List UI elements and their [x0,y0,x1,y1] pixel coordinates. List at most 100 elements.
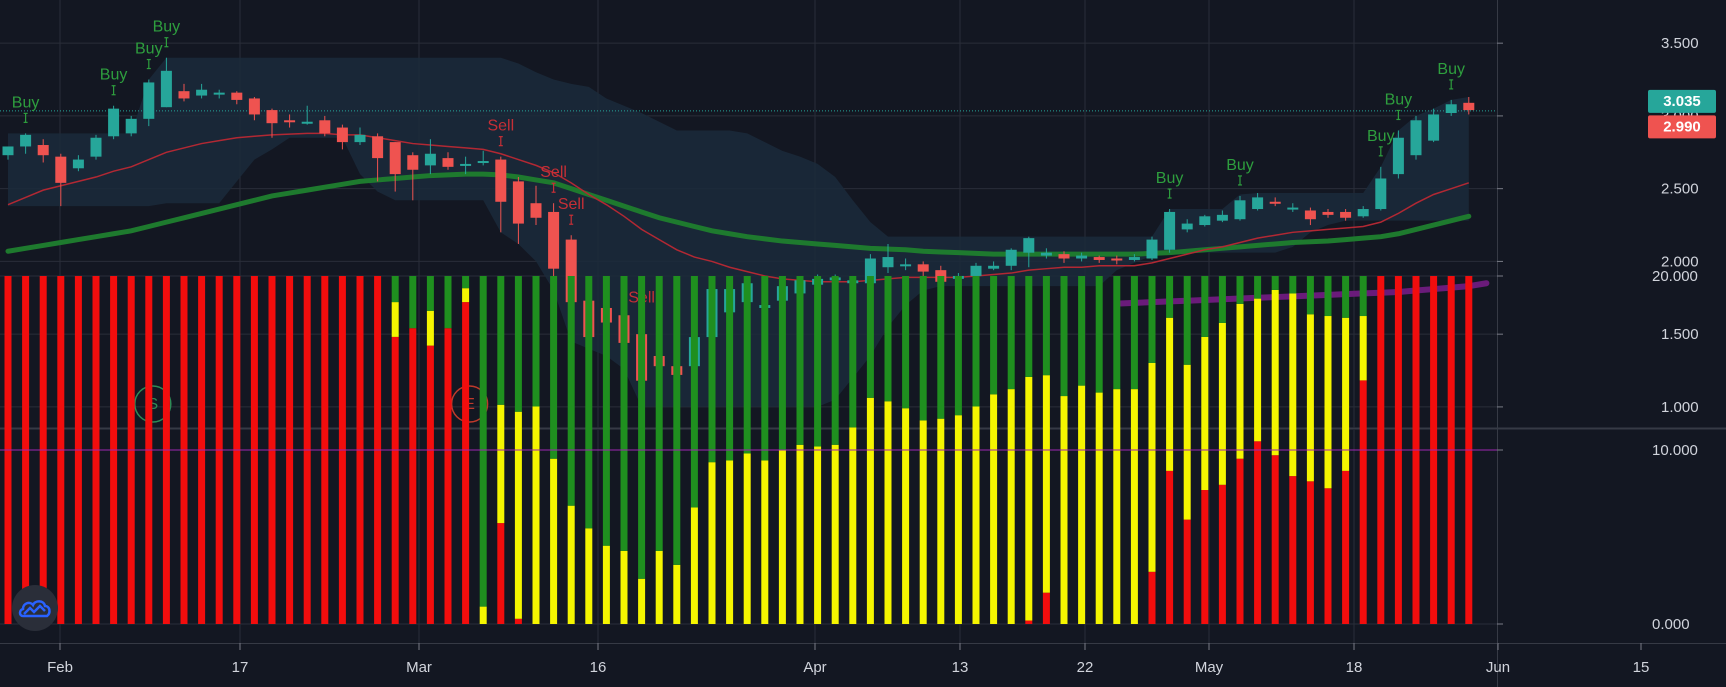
candle [1164,211,1176,250]
candle [1269,201,1281,204]
y-tick-label: 0.000 [1652,616,1690,633]
hist-bar-yellow [990,394,998,624]
candle [548,211,560,269]
hist-bar-red [1254,441,1262,624]
hist-bar-green [902,276,910,409]
hist-bar-yellow [884,401,892,624]
hist-bar-green [1289,276,1297,294]
candle [1199,216,1211,226]
signals: BuyBuyBuyBuySellSellSellSellBuyBuyBuyBuy… [12,19,1465,318]
tradingview-logo[interactable] [12,585,58,631]
hist-bar-green [532,276,540,407]
x-tick-label: Mar [406,659,432,676]
candle [178,91,190,99]
candle [125,118,137,134]
signal-label: Sell [487,118,514,135]
marker-label: S [147,396,158,413]
hist-bar-yellow [638,578,646,624]
hist-bar-yellow [1359,316,1367,381]
candle [565,239,577,303]
candle [970,265,982,276]
hist-bar-green [1201,276,1209,337]
candle [354,134,366,143]
hist-bar-yellow [1183,364,1191,520]
hist-bar-green [1095,276,1103,393]
hist-bar-yellow [1324,316,1332,489]
hist-bar-green [1306,276,1314,315]
hist-bar-green [409,276,417,329]
price-tag: 3.035 [1648,89,1716,113]
price-tag: 2.990 [1648,115,1716,139]
hist-bar-red [1218,484,1226,624]
candle [1111,258,1123,261]
candle [917,264,929,272]
x-tick-label: Apr [803,659,826,676]
signal-label: Buy [135,41,163,58]
candle [407,155,419,170]
hist-bar-yellow [391,302,399,337]
hist-bar-green [1042,276,1050,376]
y-tick-label: 2.000 [1661,253,1699,270]
hist-bar-red [497,523,505,624]
hist-bar-yellow [1236,303,1244,459]
hist-bar-red [1201,490,1209,624]
hist-bar-green [937,276,945,419]
hist-bar-yellow [620,550,628,624]
hist-bar-yellow [1342,317,1350,471]
signal-label: Sell [558,196,585,213]
candle [1375,178,1387,210]
hist-bar-yellow [532,406,540,624]
candle [1093,257,1105,260]
hist-bar-red [1183,519,1191,624]
candle [1410,120,1422,156]
candle [284,120,296,123]
candle [1357,209,1369,217]
x-tick-label: Feb [47,659,73,676]
hist-bar-yellow [866,397,874,624]
signal-label: Buy [153,19,181,36]
hist-bar-green [1324,276,1332,317]
hist-bar-yellow [954,415,962,624]
candle [319,120,331,134]
y-tick-label: 10.000 [1652,442,1698,459]
hist-bar-yellow [1254,298,1262,442]
hist-bar-green [479,276,487,607]
hist-bar-green [444,276,452,329]
hist-bar-green [849,276,857,428]
marker-circle [450,385,489,423]
candle [1252,197,1264,210]
hist-bar-yellow [1166,317,1174,471]
hist-bar-green [462,276,470,289]
candle [1216,214,1228,221]
candle [864,258,876,284]
hist-bar-red [514,618,522,624]
candle [495,159,507,202]
hist-bar-red [462,302,470,624]
hist-bar-green [690,276,698,508]
hist-bar-yellow [462,288,470,303]
hist-bar-green [426,276,434,311]
candle [1058,254,1070,259]
hist-bar-yellow [585,528,593,624]
hist-bar-yellow [814,446,822,624]
x-tick-label: 22 [1077,659,1094,676]
candle [389,142,401,175]
signal-label: Buy [100,67,128,84]
hist-bar-green [1025,276,1033,377]
candle [20,134,32,147]
candle [1287,207,1299,210]
hist-bar-yellow [708,462,716,624]
hist-bar-green [602,276,610,546]
hist-bar-yellow [761,460,769,624]
hist-bar-green [391,276,399,303]
hist-bar-green [620,276,628,551]
signal-label: Buy [1226,157,1254,174]
candle [900,264,912,267]
hist-bar-green [796,276,804,445]
hist-bar-green [1218,276,1226,323]
candle [213,92,225,95]
hist-bar-green [1342,276,1350,318]
candle [372,136,384,159]
hist-bar-green [1130,276,1138,390]
